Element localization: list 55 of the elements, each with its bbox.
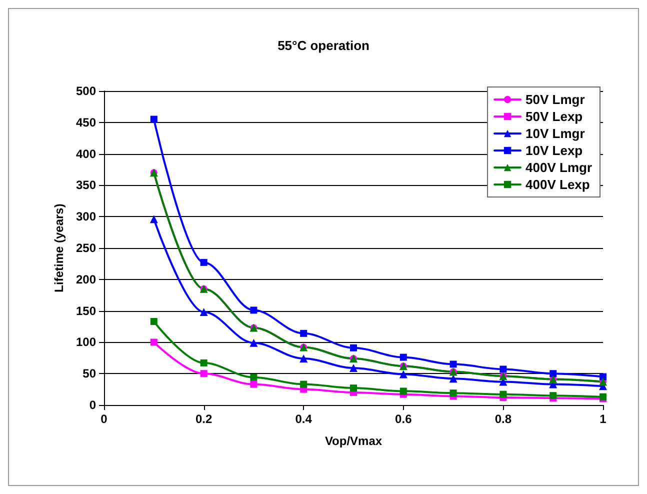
point (350, 384, 357, 392)
point (200, 370, 208, 378)
y-tick-label: 0 (89, 398, 96, 412)
point (350, 344, 357, 352)
x-axis-title: Vop/Vmax (324, 434, 382, 448)
point (500, 366, 507, 373)
y-tick-label: 400 (76, 146, 96, 161)
point (200, 359, 208, 366)
point (550, 370, 557, 378)
y-axis-title: Lifetime (years) (52, 204, 66, 292)
point (250, 306, 258, 314)
y-tick-label: 450 (76, 115, 96, 130)
point (300, 380, 308, 388)
point (400, 354, 407, 361)
point (600, 373, 606, 380)
x-tick-label: 0.8 (494, 412, 512, 426)
point (150, 318, 158, 325)
y-tick-label: 500 (76, 84, 96, 98)
legend-label: 400V Lexp (526, 177, 590, 192)
y-tick-label: 150 (76, 304, 96, 318)
point (450, 360, 457, 368)
point (500, 390, 507, 398)
y-tick-label: 250 (76, 241, 96, 255)
point (400, 388, 407, 395)
x-tick-label: 0 (100, 412, 108, 426)
x-tick-label: 0.6 (395, 412, 412, 426)
point (449, 374, 458, 383)
point (250, 338, 258, 347)
legend-label: 50V Lexp (526, 109, 583, 124)
point (150, 215, 158, 224)
x-tick-label: 1 (600, 412, 607, 426)
x-tick-label: 0.4 (295, 412, 312, 426)
point (200, 308, 208, 316)
y-tick-label: 300 (76, 210, 96, 224)
point (250, 380, 258, 388)
y-tick-label: 200 (76, 272, 96, 286)
y-tick-label: 350 (76, 178, 96, 192)
x-tick-label: 0.2 (195, 412, 212, 426)
chart-title: 55°C operation (278, 38, 370, 53)
point (550, 392, 557, 400)
point (399, 370, 408, 378)
point (150, 338, 158, 346)
point (300, 330, 308, 337)
legend-label: 10V Lmgr (526, 126, 585, 141)
y-tick-label: 100 (76, 335, 96, 350)
point (150, 116, 158, 123)
point (200, 258, 208, 266)
point (300, 354, 308, 363)
point (250, 374, 258, 381)
legend-label: 10V Lexp (526, 143, 583, 158)
y-tick-label: 50 (82, 366, 96, 381)
legend-label: 400V Lmgr (526, 160, 592, 175)
point (350, 364, 358, 372)
legend-label: 50V Lmgr (526, 92, 585, 107)
point (450, 390, 457, 397)
